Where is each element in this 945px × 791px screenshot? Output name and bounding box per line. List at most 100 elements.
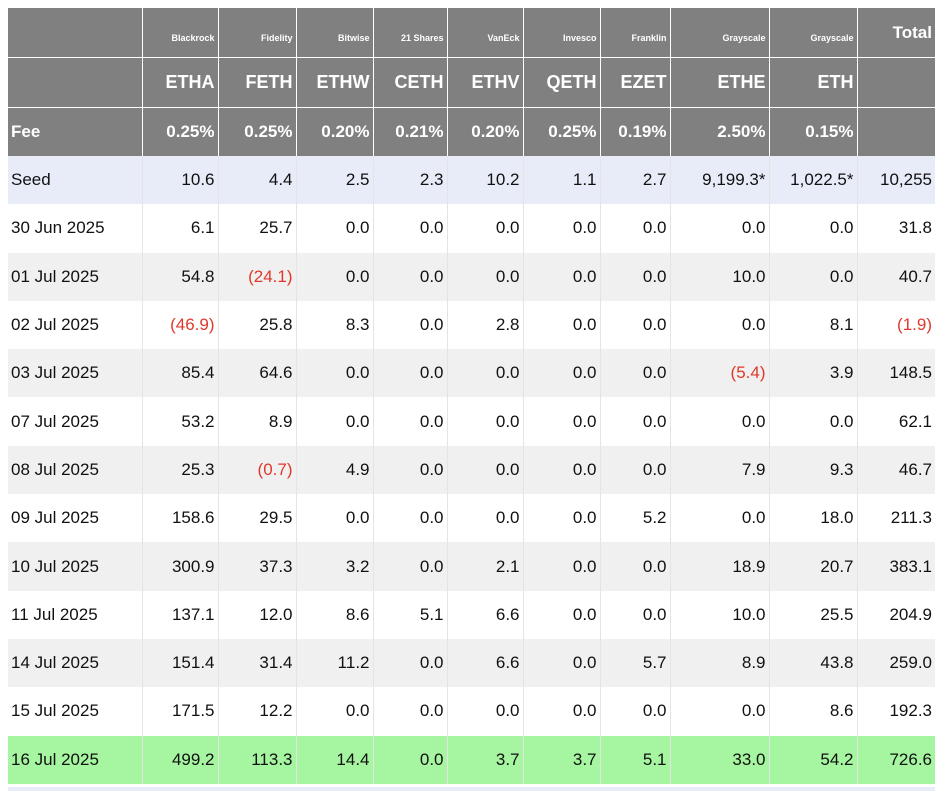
value-cell: 0.0 [670,397,770,446]
value-cell: 37.3 [218,542,297,591]
value-cell: 8.9 [670,638,770,688]
header-empty [8,8,143,58]
value-cell: 0.0 [296,349,374,398]
value-cell: 211.3 [890,508,932,528]
value-cell: 0.0 [447,349,524,398]
value-cell: 54.2 [769,735,858,784]
provider-header: Grayscale [670,8,770,58]
row-label: 10 Jul 2025 [8,542,143,591]
ticker-header: QETH [523,57,601,108]
ticker-header: EZET [600,57,671,108]
value-cell: 0.0 [523,397,601,446]
ticker-header: ETHA [142,57,219,108]
value-cell: 0.0 [769,397,858,446]
value-cell: 0.0 [447,397,524,446]
value-cell: 259.0 [889,653,932,673]
value-cell: 46.7 [898,459,932,479]
value-cell: 0.0 [373,687,448,736]
table-row: Fee 0.25% 0.25% 0.20% 0.21% 0.20% 0.25% 0.19% 2.… [8,107,935,156]
value-cell: 9.3 [769,445,858,495]
value-cell: 0.0 [600,252,671,301]
value-cell: 0.0 [600,590,671,639]
ticker-header: ETHE [670,57,770,108]
value-cell: 113.3 [218,735,297,784]
value-cell: 6.6 [447,638,524,688]
table-row: 30 Jun 2025 6.1 25.7 0.0 0.0 0.0 0.0 0.0 0.0 0.0 3… [8,204,935,253]
value-cell: 25.3 [142,445,219,495]
value-cell: 3.9 [769,349,858,398]
value-cell: 14.4 [296,735,374,784]
value-cell: 0.0 [523,687,601,736]
fee-label: Fee [8,107,143,156]
total-header: Total [857,8,935,58]
value-cell: 0.0 [296,397,374,446]
value-cell: 5.2 [600,494,671,543]
value-cell: 0.0 [373,638,448,688]
value-cell: 85.4 [142,349,219,398]
value-cell: 0.0 [373,494,448,543]
value-cell: 0.0 [373,252,448,301]
value-cell: 62.1 [898,411,932,431]
value-cell: 0.0 [523,494,601,543]
table-row: 07 Jul 2025 53.2 8.9 0.0 0.0 0.0 0.0 0.0 0.0 0.0 6… [8,397,935,446]
fee-cell: 0.15% [769,107,858,156]
table-row: 15 Jul 2025 171.5 12.2 0.0 0.0 0.0 0.0 0.0 0.0 8.… [8,687,935,736]
value-cell: 1.1 [523,156,601,205]
table-body: Blackrock Fidelity Bitwise 21 Shares VanEck I… [8,8,935,784]
flows-table: Blackrock Fidelity Bitwise 21 Shares VanEck I… [8,8,935,784]
value-cell: 10.2 [447,156,524,205]
table-row: Seed 10.6 4.4 2.5 2.3 10.2 1.1 2.7 9,199.3* 1,022… [8,156,935,205]
value-cell: 0.0 [523,542,601,591]
value-cell: 8.9 [218,397,297,446]
value-cell: 0.0 [670,687,770,736]
header-empty [857,107,935,156]
value-cell: 0.0 [600,445,671,495]
value-cell: 158.6 [142,494,219,543]
value-cell: 10.6 [142,156,219,205]
value-cell: 0.0 [447,204,524,253]
value-cell: 20.7 [769,542,858,591]
value-cell: 192.3 [889,701,932,721]
value-cell: 0.0 [523,349,601,398]
table-row: 14 Jul 2025 151.4 31.4 11.2 0.0 6.6 0.0 5.7 8.9 4… [8,638,935,688]
table-row: 01 Jul 2025 54.8 (24.1) 0.0 0.0 0.0 0.0 0.0 10.0… [8,252,935,301]
value-cell: (24.1) [218,252,297,301]
provider-header: Grayscale [769,8,858,58]
value-cell: 0.0 [523,204,601,253]
value-cell: 1,022.5* [769,156,858,205]
fee-cell: 0.20% [296,107,374,156]
value-cell: 31.4 [218,638,297,688]
value-cell: 0.0 [600,349,671,398]
value-cell: 0.0 [670,494,770,543]
ticker-header: ETHV [447,57,524,108]
value-cell: 0.0 [447,252,524,301]
value-cell: 9,199.3* [670,156,770,205]
value-cell: 12.2 [218,687,297,736]
value-cell: 5.1 [600,735,671,784]
table-row: 09 Jul 2025 158.6 29.5 0.0 0.0 0.0 0.0 5.2 0.0 18… [8,494,935,543]
value-cell: 54.8 [142,252,219,301]
value-cell: 40.7 [898,266,932,286]
value-cell: 0.0 [670,300,770,350]
value-cell: 2.8 [447,300,524,350]
value-cell: 0.0 [373,735,448,784]
value-cell: 5.7 [600,638,671,688]
value-cell: 8.6 [769,687,858,736]
row-label: Seed [8,156,143,205]
header-empty [857,57,935,108]
value-cell: 3.7 [447,735,524,784]
fee-cell: 0.25% [523,107,601,156]
value-cell: 8.3 [296,300,374,350]
row-label: 03 Jul 2025 [8,349,143,398]
row-label: 30 Jun 2025 [8,204,143,253]
row-label: 07 Jul 2025 [8,397,143,446]
row-label: 01 Jul 2025 [8,252,143,301]
value-cell: 5.1 [373,590,448,639]
value-cell: 10.0 [670,590,770,639]
value-cell: 0.0 [523,638,601,688]
value-cell: 0.0 [296,252,374,301]
value-cell: 0.0 [523,590,601,639]
provider-header: Fidelity [218,8,297,58]
value-cell: 383.1 [889,556,932,576]
